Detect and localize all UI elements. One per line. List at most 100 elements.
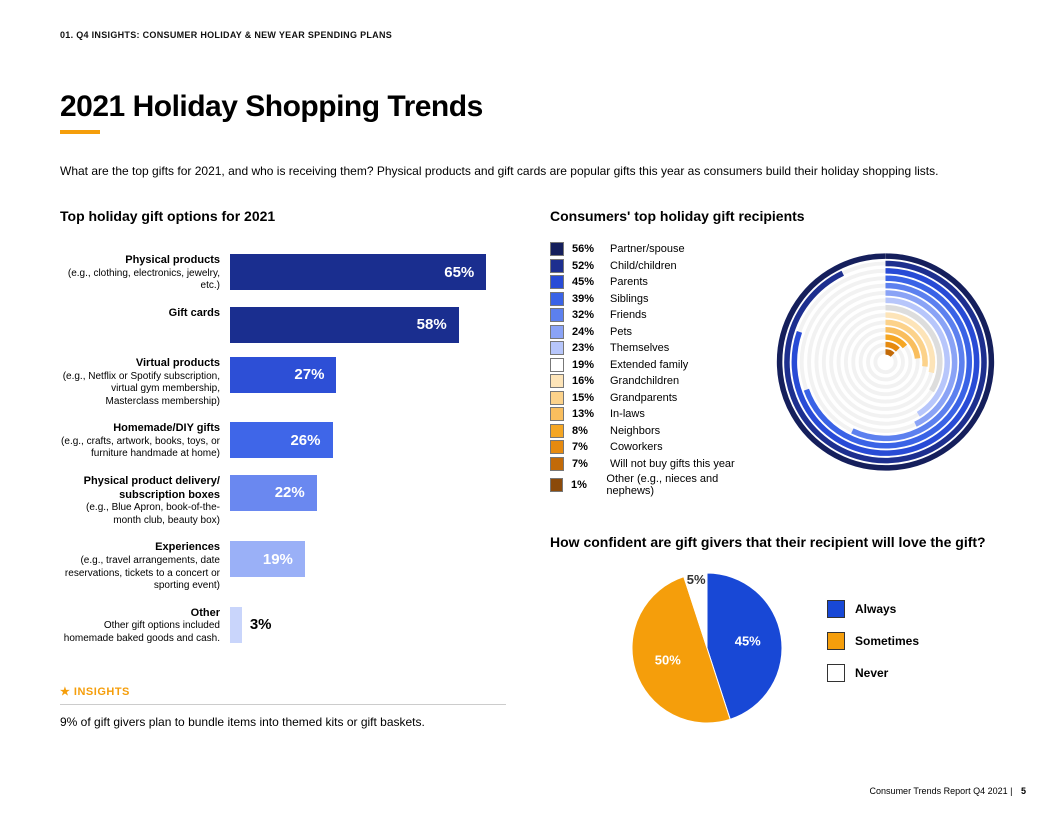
recipient-pct: 19% — [572, 359, 602, 371]
pie-heading: How confident are gift givers that their… — [550, 534, 996, 550]
recipient-swatch — [550, 341, 564, 355]
bar-fill: 19% — [230, 541, 305, 577]
insights-block: INSIGHTS 9% of gift givers plan to bundl… — [60, 685, 506, 729]
bar-label-sub: (e.g., crafts, artwork, books, toys, or … — [61, 436, 220, 460]
pie-legend-label: Sometimes — [855, 634, 919, 648]
bar-label-sub: (e.g., clothing, electronics, jewelry, e… — [68, 268, 220, 292]
pie-slice-label: 5% — [687, 571, 706, 586]
recipient-pct: 52% — [572, 260, 602, 272]
pie-legend: Always Sometimes Never — [827, 600, 919, 696]
recipient-swatch — [550, 374, 564, 388]
bar-label-sub: Other gift options included homemade bak… — [64, 620, 220, 644]
bar-fill — [230, 607, 242, 643]
recipient-label: Parents — [610, 276, 648, 288]
bar-row: Homemade/DIY gifts(e.g., crafts, artwork… — [60, 422, 506, 461]
recipient-item: 45% Parents — [550, 275, 755, 289]
bar-chart: Physical products(e.g., clothing, electr… — [60, 254, 506, 645]
recipient-swatch — [550, 259, 564, 273]
bar-track: 27% — [230, 357, 506, 393]
bar-track: 3% — [230, 607, 506, 643]
bar-row: Physical product delivery/ subscription … — [60, 475, 506, 528]
insights-text: 9% of gift givers plan to bundle items i… — [60, 715, 506, 729]
bar-track: 65% — [230, 254, 506, 290]
page-title: 2021 Holiday Shopping Trends — [60, 90, 996, 124]
recipient-label: Partner/spouse — [610, 243, 685, 255]
bar-label-title: Physical products — [60, 254, 220, 268]
bar-label: Physical product delivery/ subscription … — [60, 475, 230, 528]
recipient-swatch — [550, 275, 564, 289]
recipient-label: Will not buy gifts this year — [610, 458, 735, 470]
recipient-label: Other (e.g., nieces and nephews) — [606, 473, 755, 497]
bar-track: 58% — [230, 307, 506, 343]
radial-arc — [886, 345, 898, 350]
recipient-swatch — [550, 391, 564, 405]
recipient-swatch — [550, 440, 564, 454]
bar-row: Virtual products(e.g., Netflix or Spotif… — [60, 357, 506, 408]
bar-value: 3% — [242, 607, 272, 643]
bar-label-title: Experiences — [60, 541, 220, 555]
title-underline — [60, 130, 100, 134]
recipient-label: Neighbors — [610, 425, 660, 437]
recipient-pct: 23% — [572, 342, 602, 354]
bar-label: Gift cards — [60, 307, 230, 321]
recipient-swatch — [550, 407, 564, 421]
bar-label-title: Physical product delivery/ subscription … — [60, 475, 220, 503]
bar-fill: 58% — [230, 307, 459, 343]
bar-row: Gift cards 58% — [60, 307, 506, 343]
recipient-item: 1% Other (e.g., nieces and nephews) — [550, 473, 755, 497]
pie-legend-swatch — [827, 632, 845, 650]
bar-track: 22% — [230, 475, 506, 511]
recipient-pct: 13% — [572, 408, 602, 420]
recipient-label: Pets — [610, 326, 632, 338]
page-footer: Consumer Trends Report Q4 2021 | 5 — [870, 786, 1026, 796]
recipient-item: 52% Child/children — [550, 259, 755, 273]
recipient-swatch — [550, 424, 564, 438]
pie-slice-label: 50% — [655, 652, 681, 667]
recipient-swatch — [550, 478, 563, 492]
recipient-swatch — [550, 325, 564, 339]
recipient-pct: 8% — [572, 425, 602, 437]
bar-chart-heading: Top holiday gift options for 2021 — [60, 208, 506, 224]
bar-label-sub: (e.g., travel arrangements, date reserva… — [65, 555, 220, 591]
recipient-pct: 7% — [572, 441, 602, 453]
recipient-swatch — [550, 242, 564, 256]
bar-track: 19% — [230, 541, 506, 577]
bar-label-title: Gift cards — [60, 307, 220, 321]
recipient-label: In-laws — [610, 408, 645, 420]
recipient-pct: 32% — [572, 309, 602, 321]
recipients-heading: Consumers' top holiday gift recipients — [550, 208, 996, 224]
recipient-label: Siblings — [610, 293, 649, 305]
recipient-item: 8% Neighbors — [550, 424, 755, 438]
recipient-item: 23%Themselves — [550, 341, 755, 355]
recipient-pct: 45% — [572, 276, 602, 288]
bar-label-sub: (e.g., Netflix or Spotify subscription, … — [63, 371, 220, 407]
recipient-label: Extended family — [610, 359, 688, 371]
pie-legend-item: Never — [827, 664, 919, 682]
pie-slice-label: 45% — [735, 633, 761, 648]
recipient-pct: 16% — [572, 375, 602, 387]
pie-legend-item: Always — [827, 600, 919, 618]
bar-label: Physical products(e.g., clothing, electr… — [60, 254, 230, 293]
recipient-item: 32%Friends — [550, 308, 755, 322]
bar-label: Experiences(e.g., travel arrangements, d… — [60, 541, 230, 592]
pie-legend-label: Always — [855, 602, 896, 616]
footer-page-number: 5 — [1021, 786, 1026, 796]
bar-label: OtherOther gift options included homemad… — [60, 607, 230, 646]
eyebrow-text: 01. Q4 INSIGHTS: CONSUMER HOLIDAY & NEW … — [60, 30, 996, 40]
recipient-label: Child/children — [610, 260, 677, 272]
pie-legend-label: Never — [855, 666, 888, 680]
recipient-swatch — [550, 358, 564, 372]
pie-legend-item: Sometimes — [827, 632, 919, 650]
recipients-list: 56%Partner/spouse52%Child/children45%Par… — [550, 242, 755, 500]
bar-track: 26% — [230, 422, 506, 458]
pie-legend-swatch — [827, 664, 845, 682]
bar-fill: 22% — [230, 475, 317, 511]
confidence-pie-chart: 45% 50% 5% — [627, 568, 787, 728]
recipient-pct: 1% — [571, 479, 598, 491]
intro-paragraph: What are the top gifts for 2021, and who… — [60, 162, 996, 180]
recipient-label: Grandparents — [610, 392, 677, 404]
bar-row: Physical products(e.g., clothing, electr… — [60, 254, 506, 293]
recipient-item: 39%Siblings — [550, 292, 755, 306]
bar-fill: 26% — [230, 422, 333, 458]
pie-legend-swatch — [827, 600, 845, 618]
